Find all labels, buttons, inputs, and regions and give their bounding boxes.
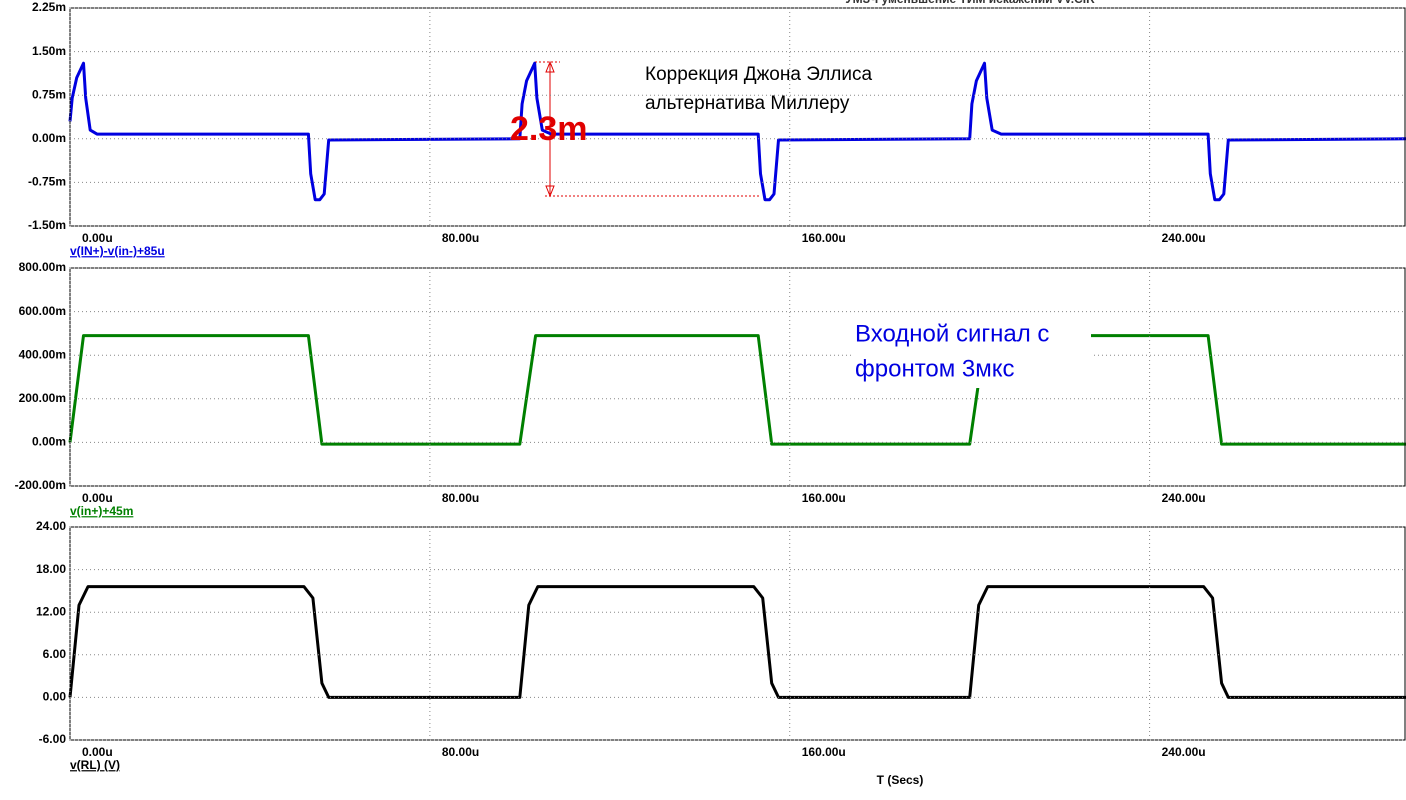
annotation: фронтом 3мкс	[855, 355, 1015, 382]
arrow-head	[545, 60, 555, 73]
annotation: Коррекция Джона Эллиса	[645, 64, 873, 85]
plot-frame	[69, 7, 1406, 227]
plots	[68, 61, 1406, 699]
arrow-head	[545, 185, 555, 198]
y-tick-label: -6.00	[39, 732, 67, 746]
y-tick-label: 18.00	[36, 562, 66, 576]
series-label: v(in+)+45m	[70, 504, 133, 518]
y-tick-label: 24.00	[36, 519, 66, 533]
y-tick-label: -1.50m	[28, 218, 66, 232]
x-tick-label: 240.00u	[1162, 231, 1206, 245]
series-line	[68, 61, 1406, 202]
series-label: v(IN+)-v(in-)+85u	[70, 244, 165, 258]
x-tick-label: 240.00u	[1162, 745, 1206, 759]
y-tick-label: 1.50m	[32, 44, 66, 58]
annotation: 2.3m	[510, 110, 588, 148]
chart-title: УМЗЧ уменьшение ТИМ искажений VV.CIR	[845, 0, 1095, 6]
x-tick-label: 160.00u	[802, 745, 846, 759]
annotation-marks	[535, 60, 760, 198]
x-tick-label: 160.00u	[802, 231, 846, 245]
x-tick-label: 0.00u	[82, 491, 113, 505]
plot-frame	[69, 267, 1406, 487]
y-tick-label: 2.25m	[32, 0, 66, 14]
x-tick-label: 0.00u	[82, 745, 113, 759]
y-tick-label: 0.75m	[32, 87, 66, 101]
x-tick-label: 0.00u	[82, 231, 113, 245]
x-tick-label: 80.00u	[442, 231, 479, 245]
series-label: v(RL) (V)	[70, 758, 120, 772]
y-tick-label: 0.00	[43, 690, 67, 704]
y-tick-label: 200.00m	[19, 391, 66, 405]
label-background	[851, 317, 1091, 353]
y-tick-label: -0.75m	[28, 175, 66, 189]
y-tick-label: 12.00	[36, 604, 66, 618]
y-tick-label: 800.00m	[19, 260, 66, 274]
y-tick-label: -200.00m	[15, 478, 66, 492]
x-axis-label: T (Secs)	[877, 773, 924, 787]
x-tick-label: 240.00u	[1162, 491, 1206, 505]
label-background	[851, 352, 1091, 388]
annotation: Входной сигнал с	[855, 320, 1049, 347]
annotation: альтернатива Миллеру	[645, 93, 850, 114]
x-tick-label: 160.00u	[802, 491, 846, 505]
x-tick-label: 80.00u	[442, 491, 479, 505]
y-tick-label: 0.00m	[32, 131, 66, 145]
series-line	[68, 334, 1406, 446]
y-tick-label: 600.00m	[19, 304, 66, 318]
y-tick-label: 0.00m	[32, 435, 66, 449]
x-tick-label: 80.00u	[442, 745, 479, 759]
plot-frame	[69, 526, 1406, 741]
series-line	[68, 585, 1406, 699]
y-tick-label: 6.00	[43, 647, 67, 661]
y-tick-label: 400.00m	[19, 347, 66, 361]
